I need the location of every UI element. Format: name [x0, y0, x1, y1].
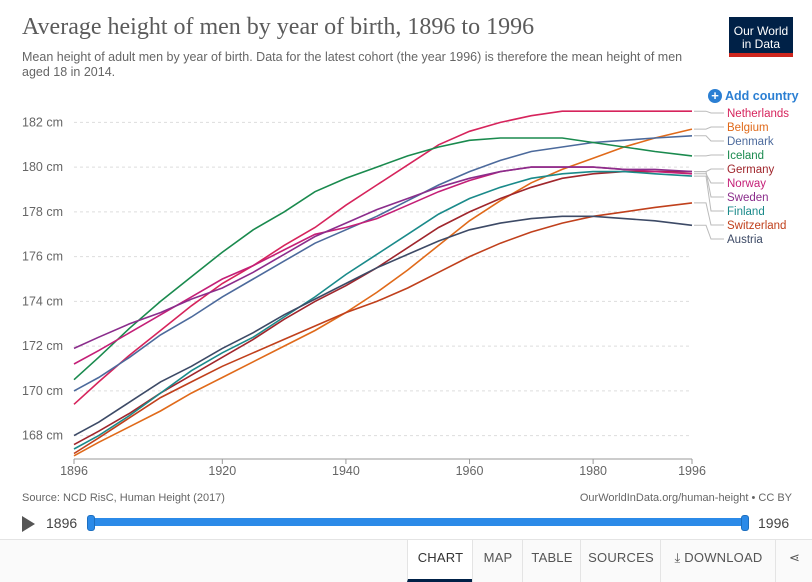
- play-icon[interactable]: [22, 516, 35, 532]
- legend-label-finland: Finland: [727, 206, 765, 218]
- y-tick-label: 182 cm: [22, 115, 63, 129]
- timeline: 1896 1996: [20, 512, 800, 536]
- tab-table[interactable]: TABLE: [522, 540, 581, 582]
- y-tick-label: 168 cm: [22, 429, 63, 443]
- legend-connector: [694, 135, 724, 142]
- legend-connector: [694, 154, 724, 157]
- y-tick-label: 176 cm: [22, 250, 63, 264]
- timeline-end-handle[interactable]: [741, 515, 749, 531]
- credit-note[interactable]: OurWorldInData.org/human-height • CC BY: [579, 492, 792, 504]
- legend-connector: [694, 175, 724, 212]
- timeline-start-handle[interactable]: [87, 515, 95, 531]
- y-tick-label: 170 cm: [22, 384, 63, 398]
- owid-logo[interactable]: Our World in Data: [729, 17, 793, 57]
- tab-sources[interactable]: SOURCES: [580, 540, 661, 582]
- legend-connector: [694, 202, 724, 226]
- share-icon[interactable]: ⋖: [775, 540, 812, 582]
- legend-connector: [694, 171, 724, 198]
- timeline-end-year: 1996: [758, 515, 790, 531]
- x-tick-label: 1940: [332, 464, 360, 478]
- series-line-switzerland: [73, 202, 693, 455]
- series-line-belgium: [73, 128, 693, 457]
- legend-label-germany: Germany: [727, 164, 775, 176]
- legend-connector: [694, 126, 724, 130]
- legend-label-switzerland: Switzerland: [727, 220, 786, 232]
- timeline-track[interactable]: [87, 515, 749, 531]
- x-tick-label: 1896: [60, 464, 88, 478]
- legend-label-sweden: Sweden: [727, 192, 769, 204]
- add-country-label: Add country: [725, 89, 799, 103]
- legend-label-iceland: Iceland: [727, 150, 764, 162]
- series-line-austria: [73, 215, 693, 437]
- y-tick-label: 172 cm: [22, 339, 63, 353]
- legend-label-belgium: Belgium: [727, 122, 769, 134]
- legend-label-austria: Austria: [727, 234, 763, 246]
- x-tick-label: 1960: [456, 464, 484, 478]
- legend-label-norway: Norway: [727, 178, 766, 190]
- chart-title: Average height of men by year of birth, …: [22, 14, 535, 40]
- x-tick-label: 1980: [579, 464, 607, 478]
- series-line-sweden: [73, 166, 693, 350]
- series-line-netherlands: [73, 110, 692, 405]
- chart-subtitle: Mean height of adult men by year of birt…: [22, 50, 683, 79]
- series-line-denmark: [73, 135, 693, 392]
- series-line-iceland: [73, 137, 693, 381]
- legend-connector: [694, 173, 724, 184]
- series-line-finland: [73, 170, 693, 450]
- legend-connector: [694, 110, 724, 114]
- tab-download[interactable]: ⤓ DOWNLOAD: [660, 540, 776, 582]
- y-tick-label: 178 cm: [22, 205, 63, 219]
- tab-map[interactable]: MAP: [472, 540, 523, 582]
- plus-icon: +: [708, 89, 722, 103]
- add-country-button[interactable]: + Add country: [708, 89, 799, 103]
- timeline-start-year: 1896: [46, 515, 78, 531]
- legend-label-netherlands: Netherlands: [727, 108, 789, 120]
- x-tick-label: 1920: [208, 464, 236, 478]
- tab-bar: CHART MAP TABLE SOURCES ⤓ DOWNLOAD ⋖: [0, 539, 812, 582]
- tab-chart[interactable]: CHART: [407, 540, 473, 582]
- y-tick-label: 180 cm: [22, 160, 63, 174]
- legend-label-denmark: Denmark: [727, 136, 774, 148]
- line-chart: 168 cm 170 cm 172 cm 174 cm 176 cm 178 cm 180 …: [22, 108, 789, 478]
- legend-connector: [694, 224, 724, 240]
- x-tick-label: 1996: [678, 464, 706, 478]
- y-tick-label: 174 cm: [22, 294, 63, 308]
- source-note[interactable]: Source: NCD RisC, Human Height (2017): [22, 492, 225, 504]
